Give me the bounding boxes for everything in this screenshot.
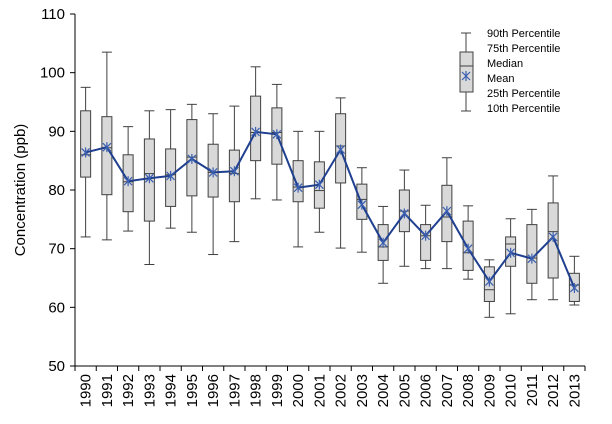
y-tick-label: 100 (40, 65, 65, 82)
x-tick-label: 2002 (333, 374, 350, 407)
box-2002 (335, 97, 347, 249)
mean-marker (166, 170, 176, 181)
mean-marker (272, 129, 282, 140)
legend-label-p75: 75th Percentile (487, 43, 560, 55)
x-tick-label: 1998 (248, 374, 265, 407)
box-2000 (292, 130, 304, 248)
mean-marker (548, 231, 558, 242)
y-tick-label: 50 (48, 358, 65, 375)
mean-marker (208, 167, 218, 178)
x-tick-label: 2000 (290, 374, 307, 407)
box-1996 (207, 113, 219, 256)
mean-marker (463, 243, 473, 254)
box-2009 (483, 259, 495, 318)
mean-marker (314, 179, 324, 190)
x-tick-label: 2009 (481, 374, 498, 407)
x-tick-label: 2003 (354, 374, 371, 407)
legend-label-median: Median (487, 58, 523, 70)
mean-marker (506, 247, 516, 258)
mean-marker (102, 142, 112, 153)
legend-label-p10: 10th Percentile (487, 103, 560, 115)
x-tick-label: 1996 (205, 374, 222, 407)
box-iqr (420, 224, 432, 261)
mean-marker (527, 253, 537, 264)
legend-label-mean: Mean (487, 73, 515, 85)
box-iqr (80, 110, 92, 178)
mean-marker (336, 144, 346, 155)
x-tick-label: 2004 (375, 374, 392, 407)
y-tick-label: 110 (41, 6, 65, 23)
x-tick-label: 1994 (163, 374, 180, 407)
x-tick-label: 1992 (120, 374, 137, 407)
mean-marker (251, 126, 261, 137)
mean-marker (569, 282, 579, 293)
mean-marker (357, 199, 367, 210)
y-tick-label: 90 (48, 123, 65, 140)
x-tick-label: 2011 (524, 374, 541, 406)
x-tick-label: 2012 (545, 374, 562, 407)
box-1994 (165, 109, 177, 229)
y-axis-title: Concentration (ppb) (12, 124, 29, 257)
x-tick-label: 1999 (269, 374, 286, 407)
mean-marker (484, 276, 494, 287)
y-tick-label: 60 (48, 299, 65, 316)
legend-label-p90: 90th Percentile (487, 28, 560, 40)
mean-marker (442, 206, 452, 217)
mean-marker (81, 147, 91, 158)
legend: 90th Percentile 75th Percentile Median M… (459, 28, 560, 115)
x-tick-label: 1993 (141, 374, 158, 407)
box-2006 (420, 204, 432, 270)
y-tick-label: 80 (48, 182, 65, 199)
box-1995 (186, 103, 198, 233)
legend-mean-marker (461, 71, 471, 81)
mean-marker (144, 173, 154, 184)
mean-marker (187, 153, 197, 164)
x-tick-label: 2005 (396, 374, 413, 407)
mean-marker (293, 182, 303, 193)
mean-marker (123, 176, 133, 187)
x-tick-label: 1990 (78, 374, 95, 407)
x-tick-label: 2006 (418, 374, 435, 407)
box-iqr (292, 160, 304, 203)
box-2010 (505, 218, 517, 315)
mean-line (85, 130, 576, 289)
box-1993 (143, 110, 155, 266)
mean-marker (421, 230, 431, 241)
box-iqr (101, 116, 113, 196)
x-tick-label: 1995 (184, 374, 201, 407)
y-axis-ticks: 50 60 70 80 90 100 110 (40, 6, 75, 375)
legend-label-p25: 25th Percentile (487, 88, 560, 100)
y-tick-label: 70 (48, 241, 65, 258)
x-tick-label: 1991 (99, 374, 116, 407)
mean-marker (399, 208, 409, 219)
x-tick-label: 1997 (226, 374, 243, 407)
x-tick-label: 2010 (503, 374, 520, 407)
x-axis-ticks: 1990 1991 1992 1993 1994 1995 1996 1997 1998 1999… (74, 366, 586, 407)
x-tick-label: 2013 (566, 374, 583, 407)
mean-marker (378, 237, 388, 248)
x-tick-label: 2001 (311, 374, 328, 407)
x-tick-label: 2007 (439, 374, 456, 407)
box-1990 (80, 86, 92, 238)
x-tick-label: 2008 (460, 374, 477, 407)
mean-series (81, 126, 579, 293)
mean-marker (229, 166, 239, 177)
